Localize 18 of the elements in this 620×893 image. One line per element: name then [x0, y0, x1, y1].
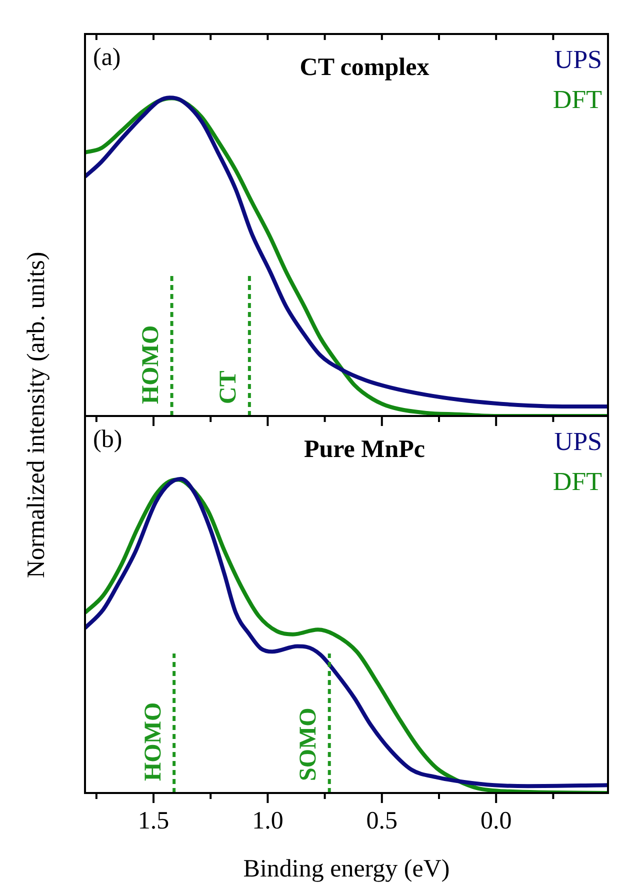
x-tick-label: 1.5	[138, 808, 170, 835]
x-tick-label: 0.5	[366, 808, 398, 835]
text: (b)	[93, 426, 122, 454]
text: DFT	[552, 84, 602, 114]
ref-line-label: HOMO	[140, 702, 166, 781]
chart-title: Pure MnPc	[304, 436, 426, 463]
text: DFT	[552, 466, 602, 496]
chart-title: CT complex	[300, 54, 430, 81]
text: UPS	[554, 426, 602, 456]
text: UPS	[554, 44, 602, 74]
text: (a)	[93, 44, 121, 72]
x-axis-title: Binding energy (eV)	[243, 856, 450, 883]
x-tick-label: 0.0	[480, 808, 512, 835]
y-axis-title: Normalized intensity (arb. units)	[23, 252, 51, 578]
x-tick-label: 1.0	[252, 808, 284, 835]
ref-line-label: HOMO	[138, 325, 164, 404]
ref-line-label: CT	[216, 370, 242, 404]
ref-line-label: SOMO	[296, 708, 322, 781]
